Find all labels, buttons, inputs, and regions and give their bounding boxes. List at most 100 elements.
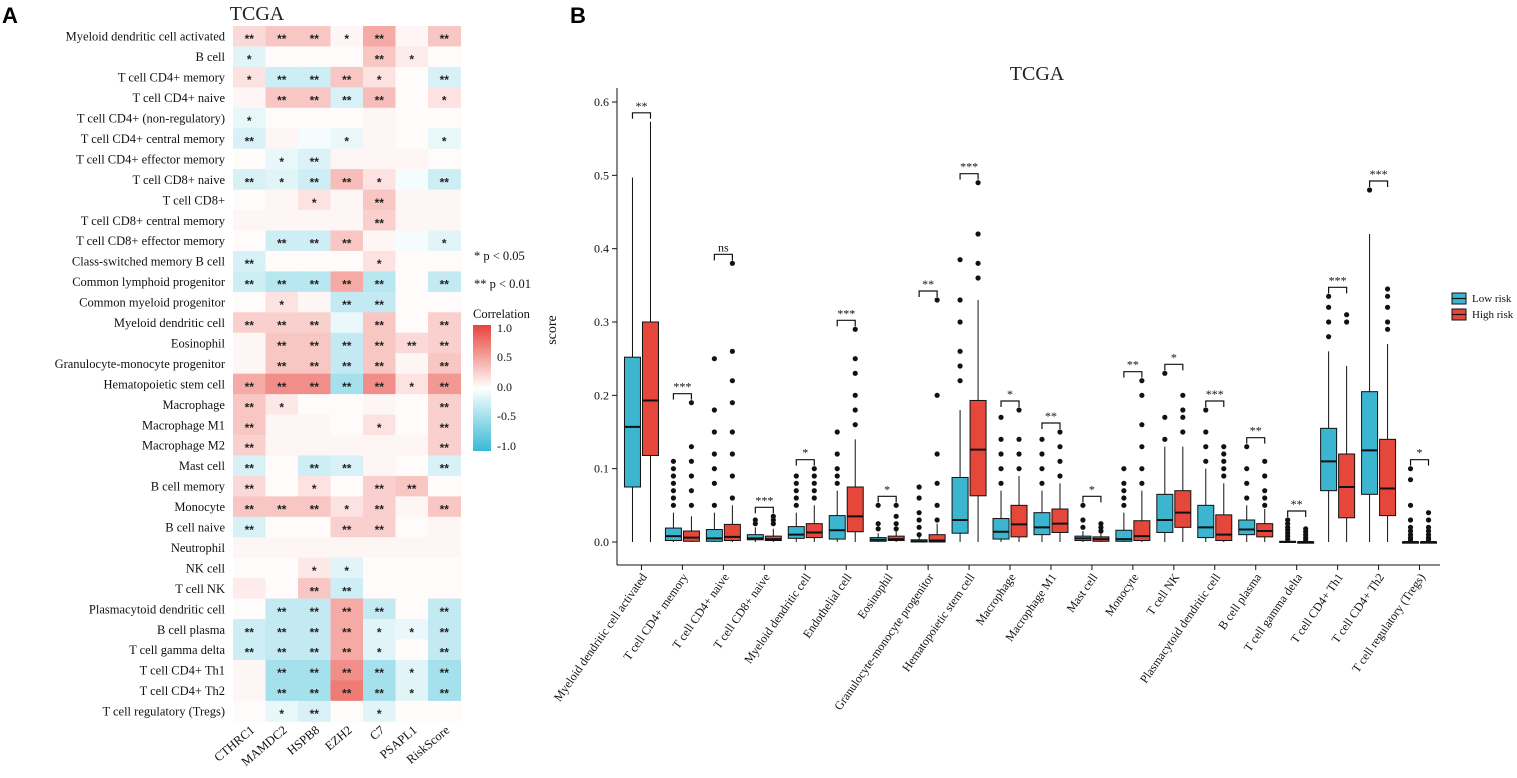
significance-marker: ** [245,503,255,517]
low-risk-outlier [834,429,840,435]
high-risk-outlier [852,407,858,413]
high-risk-outlier [1057,444,1063,450]
significance-bracket [836,319,856,327]
significance-marker: ** [277,319,287,333]
significance-marker: * [377,646,382,660]
significance-marker: ** [375,380,385,394]
heatmap-cell [265,537,299,559]
high-risk-outlier [1262,473,1268,479]
heatmap-row-label: Eosinophil [171,336,226,350]
high-risk-box [1051,508,1069,533]
significance-bracket [1328,286,1348,294]
high-risk-outlier [1098,524,1104,530]
significance-marker: ** [440,319,450,333]
heatmap-cell [395,700,429,722]
low-risk-outlier [834,473,840,479]
significance-marker: * [279,400,284,414]
heatmap-cell [265,169,299,191]
heatmap-cell [298,578,331,600]
significance-marker: * [377,175,382,189]
significance-label: * [884,482,890,496]
significance-marker: ** [440,441,450,455]
significance-label: *** [673,380,691,394]
heatmap-cell [395,87,429,109]
low-risk-outlier [1039,436,1045,442]
heatmap-cell [298,496,331,518]
heatmap-cell [330,394,364,416]
low-risk-outlier [1162,370,1168,376]
low-risk-box [1361,391,1379,495]
heatmap-cell [428,619,461,640]
high-risk-outlier [1384,319,1391,325]
significance-marker: ** [245,319,255,333]
heatmap-cell [265,128,299,150]
significance-marker: ** [277,687,287,701]
low-risk-outlier [711,480,717,486]
low-risk-outlier [834,466,840,472]
heatmap-cell [233,700,266,722]
low-risk-box [623,356,641,488]
heatmap-cell [330,26,364,47]
heatmap-cell [330,578,364,600]
heatmap-cell [330,169,364,191]
significance-marker: ** [342,73,352,87]
heatmap-cell [265,414,299,436]
high-risk-outlier [811,473,817,479]
heatmap-cell [330,66,364,88]
heatmap-cell [363,700,396,722]
heatmap-cell [395,271,429,293]
low-risk-outlier [793,495,799,501]
high-risk-outlier [934,392,940,398]
significance-marker: * [247,73,252,87]
heatmap-cell [428,414,461,436]
significance-marker: ** [277,359,287,373]
low-risk-outlier [916,517,922,523]
significance-marker: ** [310,237,320,251]
significance-marker: * [377,707,382,721]
significance-marker: ** [310,155,320,169]
heatmap-cell [363,435,396,456]
heatmap-cell [233,312,266,334]
significance-bracket [1123,371,1143,378]
significance-marker: ** [342,359,352,373]
high-risk-outlier [688,458,695,464]
significance-marker: ** [245,462,255,476]
high-risk-box [928,534,946,543]
heatmap-cell [330,148,364,170]
high-risk-box [1010,504,1028,538]
low-risk-outlier [1326,304,1332,310]
significance-marker: ** [310,666,320,680]
high-risk-outlier [1016,466,1022,472]
x-tick-label: T cell NK [1143,570,1182,617]
significance-marker: * [247,114,252,128]
low-risk-outlier [670,480,677,486]
heatmap-cell [330,291,364,313]
significance-marker: ** [277,646,287,660]
low-risk-outlier [1121,466,1127,472]
significance-marker: ** [440,400,450,414]
heatmap-cell [233,496,266,518]
significance-bracket [713,253,733,261]
heatmap-cell [395,169,429,191]
significance-marker: ** [342,625,352,639]
low-risk-box [1033,512,1051,536]
heatmap-cell [233,353,266,375]
heatmap-row-label: B cell plasma [157,623,225,637]
heatmap-cell [265,312,299,334]
low-risk-outlier [1121,488,1127,494]
heatmap-cell [428,271,461,293]
heatmap-cell [428,455,461,477]
heatmap-cell [428,680,461,702]
heatmap-cell [428,700,461,722]
heatmap-cell [298,435,331,456]
heatmap-cell [265,639,299,661]
significance-marker: ** [245,523,255,537]
low-risk-outlier [793,473,799,479]
heatmap-cell [330,619,364,640]
high-risk-box [1338,453,1356,519]
heatmap-cell [395,639,429,661]
significance-marker: ** [277,625,287,639]
low-risk-outlier [1407,524,1414,530]
significance-marker: ** [375,94,385,108]
